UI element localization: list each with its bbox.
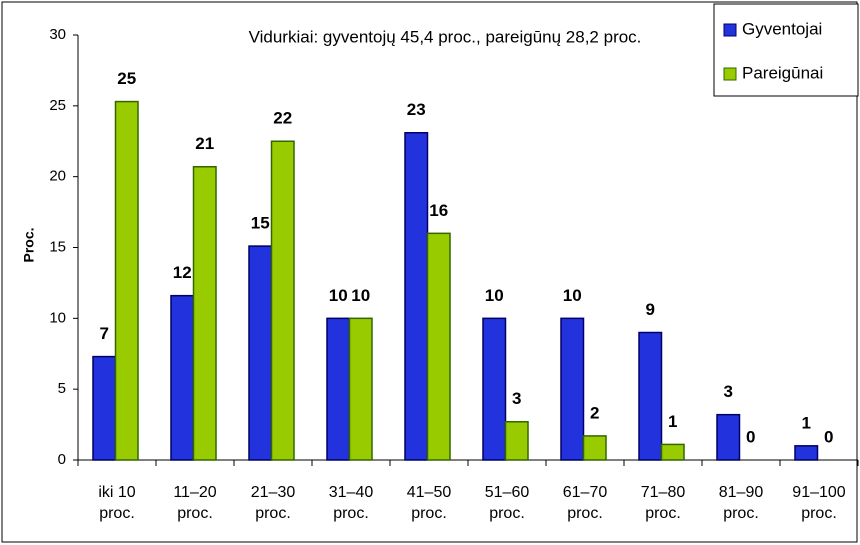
data-label: 3 xyxy=(512,389,521,408)
data-label: 10 xyxy=(329,286,348,305)
bar xyxy=(270,140,295,461)
legend-swatch xyxy=(723,23,737,37)
data-label: 3 xyxy=(724,382,733,401)
data-label: 0 xyxy=(746,427,755,446)
bar xyxy=(560,317,585,461)
bar xyxy=(92,355,117,461)
x-tick-label: 11–20 proc. xyxy=(173,484,217,522)
y-tick-label: 5 xyxy=(58,380,66,397)
y-tick-label: 25 xyxy=(49,97,66,114)
x-tick-label: 61–70 proc. xyxy=(562,484,608,522)
x-tick-label: 91–100 proc. xyxy=(792,484,846,522)
legend-label: Gyventojai xyxy=(742,19,822,38)
y-tick-label: 30 xyxy=(49,26,66,43)
y-tick-label: 0 xyxy=(58,451,66,468)
bar xyxy=(582,435,607,461)
data-label: 15 xyxy=(251,214,270,233)
x-tick-label: 41–50 proc. xyxy=(406,484,452,522)
data-label: 7 xyxy=(100,324,109,343)
data-label: 2 xyxy=(590,403,599,422)
y-tick-label: 15 xyxy=(49,238,66,255)
x-tick-label: 21–30 proc. xyxy=(250,484,296,522)
data-label: 10 xyxy=(485,286,504,305)
data-label: 25 xyxy=(117,69,136,88)
data-label: 1 xyxy=(802,413,811,432)
data-label: 9 xyxy=(646,300,655,319)
legend-label: Pareigūnai xyxy=(742,63,823,82)
legend-swatch xyxy=(723,67,737,81)
x-tick-label: 51–60 proc. xyxy=(484,484,530,522)
bar xyxy=(716,413,741,461)
data-label: 21 xyxy=(195,134,214,153)
data-label: 10 xyxy=(563,286,582,305)
data-label: 10 xyxy=(351,286,370,305)
data-label: 16 xyxy=(429,201,448,220)
bar xyxy=(482,317,507,461)
data-label: 0 xyxy=(824,427,833,446)
bar xyxy=(504,421,529,461)
y-axis-label: Proc. xyxy=(21,227,37,262)
legend-box xyxy=(713,3,859,97)
data-label: 1 xyxy=(668,412,677,431)
x-tick-label: 81–90 proc. xyxy=(718,484,764,522)
bar xyxy=(348,317,373,461)
bar xyxy=(192,166,217,461)
data-label: 23 xyxy=(407,100,426,119)
y-tick-label: 20 xyxy=(49,168,66,185)
bar xyxy=(170,294,195,461)
bar xyxy=(404,132,429,461)
x-tick-label: 71–80 proc. xyxy=(640,484,686,522)
data-label: 22 xyxy=(273,109,292,128)
bar xyxy=(638,331,663,461)
y-tick-label: 10 xyxy=(49,309,66,326)
chart-title: Vidurkiai: gyventojų 45,4 proc., pareigū… xyxy=(249,27,642,46)
x-tick-label: 31–40 proc. xyxy=(328,484,374,522)
data-label: 12 xyxy=(173,263,192,282)
bar xyxy=(794,445,819,461)
bar xyxy=(660,443,685,461)
bar xyxy=(426,232,451,461)
x-tick-label: iki 10 proc. xyxy=(98,484,136,522)
bar xyxy=(248,245,273,461)
bar xyxy=(114,100,139,461)
bar xyxy=(326,317,351,461)
